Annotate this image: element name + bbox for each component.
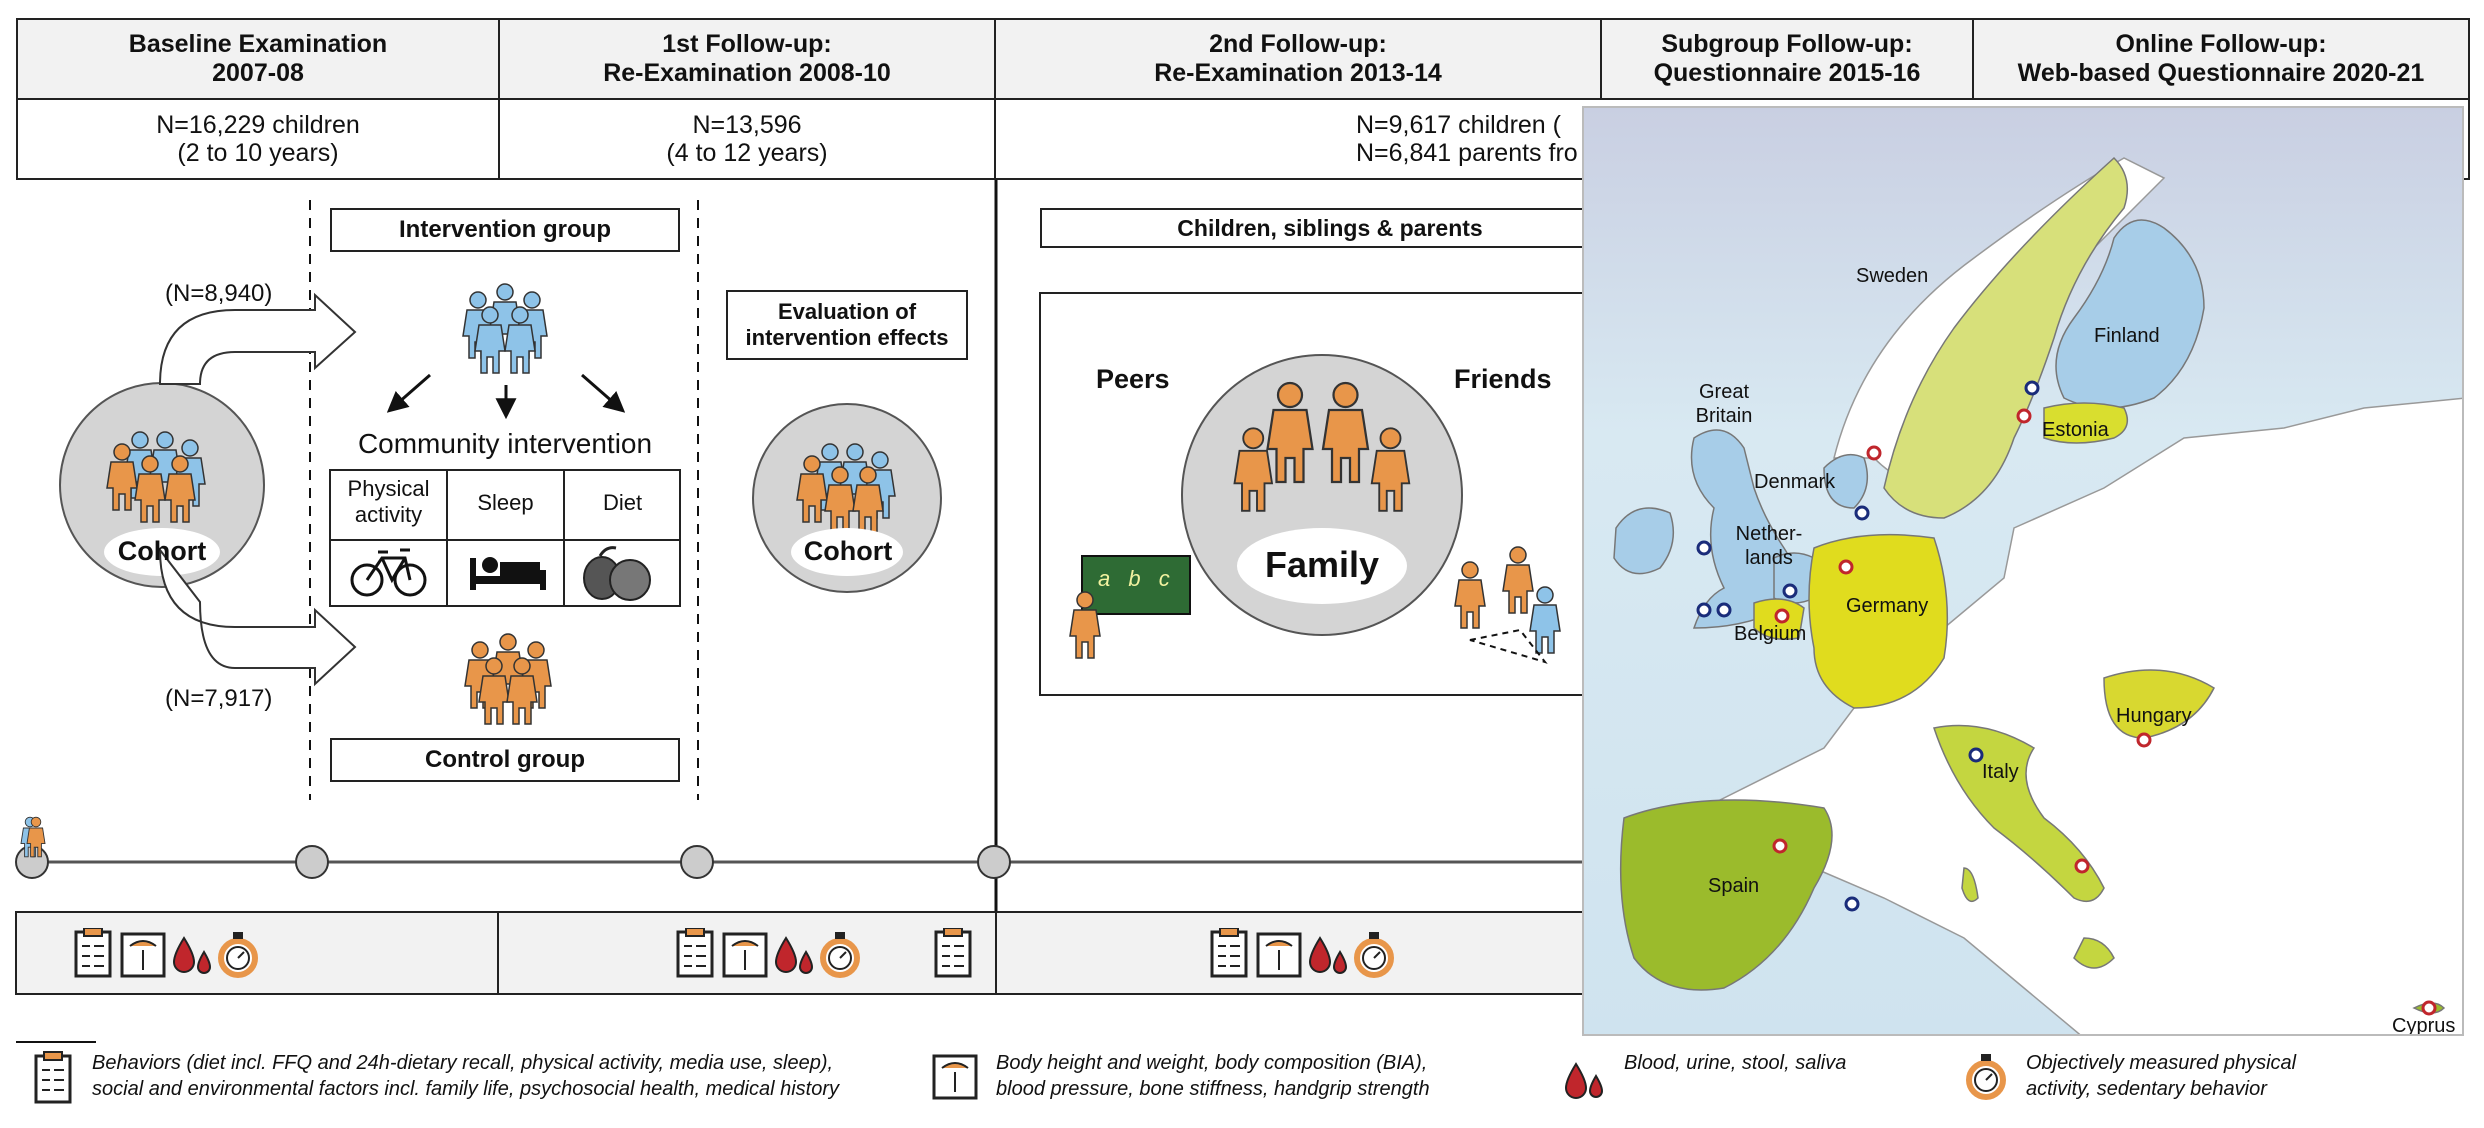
n-control-label: (N=7,917) (165, 685, 273, 712)
map-label-hungary: Hungary (2116, 705, 2192, 727)
map-label-netherlands: Nether- lands (1735, 523, 1803, 569)
community-intervention-label: Community intervention (357, 428, 653, 459)
measurement-icons-fu1 (672, 927, 882, 985)
legend-text-biosamples: Blood, urine, stool, saliva (1624, 1052, 1847, 1074)
map-label-great-britain: Great Britain (1695, 381, 1753, 427)
intervention-group-figures (462, 283, 548, 374)
clipboard-icon (1210, 927, 1248, 978)
header-online: Online Follow-up: Web-based Questionnair… (1972, 18, 2470, 100)
scale-icon (932, 1054, 978, 1100)
bed-icon (470, 557, 546, 590)
map-label-spain: Spain (1708, 875, 1760, 897)
stopwatch-icon (1354, 932, 1394, 978)
measurement-icons-fu2 (1206, 927, 1416, 985)
n-intervention-label: (N=8,940) (165, 280, 273, 307)
blood-drop-icon (774, 936, 814, 974)
europe-map: Sweden Finland Estonia Great Britain Den… (1582, 106, 2464, 1036)
children-siblings-parents-label: Children, siblings & parents (1040, 208, 1620, 248)
legend-icon-scale (930, 1052, 980, 1109)
legend-text-behaviors: Behaviors (diet incl. FFQ and 24h-dietar… (92, 1052, 840, 1100)
bicycle-icon (350, 548, 427, 597)
clipboard-icon (74, 927, 112, 978)
legend-text-accelerometry: Objectively measured physical activity, … (2026, 1052, 2297, 1100)
friends-label: Friends (1454, 364, 1552, 394)
control-group-figures (464, 633, 552, 725)
blood-drop-icon (172, 936, 212, 974)
map-label-sweden: Sweden (1856, 265, 1929, 287)
stopwatch-icon (820, 932, 860, 978)
measurement-icons-fu1-questionnaire (930, 927, 980, 985)
cohort-label-baseline: Cohort (117, 536, 207, 566)
stopwatch-icon (1966, 1054, 2006, 1100)
header-subgroup: Subgroup Follow-up: Questionnaire 2015-1… (1600, 18, 1974, 100)
peers-label: Peers (1096, 364, 1170, 394)
chalkboard-text: a b c (1098, 566, 1176, 591)
n-followup-1: N=13,596 (4 to 12 years) (498, 98, 996, 180)
intervention-group-label: Intervention group (330, 208, 680, 252)
map-label-denmark: Denmark (1754, 471, 1836, 493)
control-group-label: Control group (330, 738, 680, 782)
legend-icon-stopwatch (1962, 1050, 2010, 1107)
scale-icon (722, 932, 768, 978)
fruit-icon (583, 546, 651, 601)
stopwatch-icon (218, 932, 258, 978)
map-label-italy: Italy (1982, 761, 2019, 783)
header-baseline: Baseline Examination 2007-08 (16, 18, 500, 100)
n-baseline: N=16,229 children (2 to 10 years) (16, 98, 500, 180)
scale-icon (1256, 932, 1302, 978)
scale-icon (120, 932, 166, 978)
map-label-finland: Finland (2094, 325, 2160, 347)
legend-text-anthropometry: Body height and weight, body composition… (996, 1052, 1430, 1100)
map-label-belgium: Belgium (1734, 623, 1807, 645)
component-physical-activity: Physical activity (347, 476, 430, 527)
blood-drop-icon (1308, 936, 1348, 974)
legend-icon-clipboard (30, 1050, 76, 1111)
clipboard-icon (34, 1051, 72, 1104)
blood-drop-icon (1564, 1062, 1604, 1099)
family-label: Family (1264, 544, 1380, 585)
evaluation-label: Evaluation of intervention effects (726, 290, 968, 360)
clipboard-icon (676, 927, 714, 978)
component-sleep: Sleep (477, 490, 534, 515)
map-label-estonia: Estonia (2042, 419, 2109, 441)
map-label-germany: Germany (1846, 595, 1929, 617)
clipboard-icon (934, 927, 972, 978)
legend-icon-blood-drop (1560, 1050, 1610, 1111)
map-label-cyprus: Cyprus (2392, 1015, 2456, 1036)
cohort-label-evaluation: Cohort (803, 536, 893, 566)
chalkboard (1081, 555, 1191, 615)
europe-map-svg (1584, 108, 2462, 1034)
component-diet: Diet (602, 490, 643, 515)
measurement-icons-baseline (70, 927, 280, 985)
